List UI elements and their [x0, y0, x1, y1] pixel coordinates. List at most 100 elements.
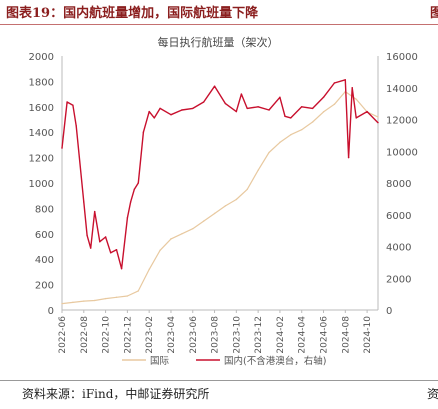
domestic-point	[72, 104, 74, 106]
domestic-point	[235, 110, 238, 113]
chart-title: 每日执行航班量（架次）	[158, 35, 279, 49]
figure-title: 图表19：国内航班量增加，国际航班量下降	[6, 6, 259, 21]
y-right-tick-label: 6000	[386, 211, 411, 222]
international-point	[279, 141, 281, 144]
domestic-point	[192, 107, 194, 110]
y-left-tick-label: 1800	[29, 77, 54, 88]
international-point	[224, 205, 227, 207]
international-point	[93, 299, 96, 302]
x-tick-label: 2022-06	[58, 316, 68, 354]
domestic-point	[170, 114, 172, 116]
international-point	[333, 103, 336, 105]
international-point	[170, 238, 172, 240]
domestic-point	[148, 110, 150, 113]
domestic-point	[268, 109, 270, 111]
international-point	[148, 268, 150, 271]
international-point	[311, 121, 314, 123]
domestic-point	[61, 147, 63, 149]
international-point	[61, 302, 63, 305]
y-left-tick-label: 600	[35, 230, 54, 241]
international-point	[377, 116, 379, 118]
international-point	[83, 300, 85, 302]
next-figure-title-fragment: 图	[430, 6, 438, 21]
domestic-point	[284, 115, 286, 118]
domestic-point	[279, 96, 281, 98]
domestic-point	[301, 106, 303, 108]
x-tick-label: 2023-06	[189, 316, 199, 354]
domestic-point	[351, 87, 353, 89]
domestic-point	[344, 79, 347, 81]
y-right-tick-label: 0	[386, 306, 392, 317]
domestic-point	[246, 107, 248, 110]
international-point	[104, 297, 107, 300]
domestic-point	[213, 85, 216, 87]
next-source-fragment: 资	[427, 387, 438, 401]
series-layer	[61, 79, 379, 305]
axes: 0 200 400 600 800 1000 1200 1400 1600 1800 2000 0 20…	[29, 52, 418, 354]
domestic-point	[322, 96, 325, 98]
international-point	[137, 290, 139, 292]
y-left-tick-label: 1600	[29, 103, 54, 114]
y-right-tick-label: 12000	[386, 116, 418, 127]
x-tick-label: 2023-02	[145, 316, 155, 354]
international-point	[301, 128, 303, 131]
international-point	[192, 228, 194, 230]
y-right-tick-label: 2000	[386, 274, 411, 285]
y-left-tick-label: 1200	[29, 154, 54, 165]
x-tick-label: 2024-02	[276, 316, 286, 354]
x-tick-label: 2024-10	[363, 316, 373, 354]
series-domestic-line	[61, 79, 379, 270]
legend-label-domestic: 国内(不含港澳台，右轴)	[224, 355, 326, 367]
x-tick-label: 2022-10	[102, 316, 112, 354]
series-international-line	[61, 90, 379, 305]
y-left-tick-label: 1000	[29, 179, 54, 190]
domestic-point	[75, 125, 77, 127]
x-tick-label: 2022-12	[123, 316, 133, 354]
international-point	[72, 301, 74, 304]
legend: 国际 国内(不含港澳台，右轴)	[122, 355, 326, 367]
title-rule	[0, 24, 438, 25]
legend-label-international: 国际	[150, 356, 170, 367]
y-right-tick-label: 16000	[386, 52, 418, 63]
source-rule	[0, 380, 438, 381]
y-left-tick-label: 2000	[29, 52, 54, 63]
x-tick-label: 2022-08	[80, 316, 90, 354]
domestic-point	[66, 101, 68, 103]
international-point	[213, 212, 216, 215]
international-point	[268, 151, 270, 154]
domestic-point	[159, 107, 161, 110]
domestic-point	[347, 156, 350, 159]
domestic-point	[129, 201, 132, 203]
y-left-tick-label: 200	[35, 281, 54, 292]
domestic-point	[137, 182, 139, 184]
source-note: 资料来源：iFind，中邮证券研究所	[22, 387, 210, 401]
domestic-point	[333, 82, 336, 84]
x-tick-label: 2024-08	[341, 316, 351, 354]
domestic-point	[126, 217, 129, 219]
domestic-point	[115, 248, 118, 251]
y-right-tick-label: 8000	[386, 179, 411, 190]
y-right-tick-label: 14000	[386, 84, 418, 95]
international-point	[126, 295, 129, 297]
international-point	[235, 198, 238, 201]
y-left-tick-label: 400	[35, 255, 54, 266]
domestic-point	[133, 188, 135, 191]
international-point	[355, 98, 357, 100]
y-right-tick-label: 4000	[386, 243, 411, 254]
domestic-point	[224, 102, 227, 105]
international-point	[159, 249, 161, 252]
international-point	[181, 233, 183, 235]
domestic-point	[104, 236, 107, 238]
domestic-point	[109, 252, 112, 254]
domestic-point	[290, 117, 292, 119]
domestic-point	[366, 110, 368, 113]
domestic-point	[311, 107, 314, 110]
domestic-point	[93, 210, 96, 213]
domestic-point	[355, 117, 357, 119]
y-left-tick-label: 1400	[29, 128, 54, 139]
domestic-point	[240, 93, 243, 95]
domestic-point	[99, 241, 101, 243]
international-point	[290, 134, 292, 136]
international-point	[115, 296, 118, 298]
y-left-tick-label: 800	[35, 204, 54, 215]
